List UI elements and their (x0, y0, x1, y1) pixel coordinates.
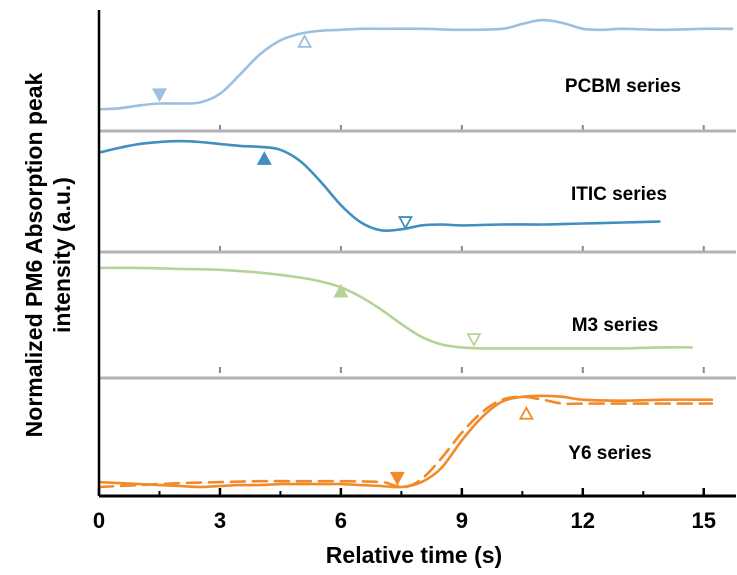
axes-layer: Relative time (s) Normalized PM6 Absorpt… (21, 10, 736, 568)
panels-layer: PCBM series ITIC series M3 series Y6 series (97, 18, 736, 489)
panel-4: Y6 series (97, 376, 736, 489)
series-label: PCBM series (565, 76, 681, 97)
x-axis-title: Relative time (s) (326, 542, 502, 568)
panel-2: ITIC series (97, 129, 736, 252)
series-line-solid (97, 139, 661, 233)
series-label: ITIC series (571, 184, 667, 205)
series-line-solid (97, 394, 714, 489)
open-triangle-marker (297, 34, 313, 48)
filled-triangle-marker (333, 283, 349, 298)
open-triangle-marker (397, 216, 413, 230)
panel-1: PCBM series (97, 18, 734, 131)
series-line-solid (97, 266, 693, 350)
x-tick-label: 9 (456, 508, 468, 533)
series-label: M3 series (572, 315, 659, 336)
panel-3: M3 series (97, 250, 736, 373)
x-tick-label: 0 (93, 508, 105, 533)
x-tick-label: 6 (335, 508, 347, 533)
x-tick-label: 12 (571, 508, 595, 533)
series-label: Y6 series (568, 443, 651, 464)
series-line-dashed (97, 395, 714, 489)
x-tick-label: 15 (692, 508, 716, 533)
open-triangle-marker (466, 333, 482, 348)
x-tick-label: 3 (214, 508, 226, 533)
filled-triangle-marker (256, 151, 272, 165)
filled-triangle-marker (151, 88, 167, 103)
y-axis-title-line-2: intensity (a.u.) (49, 177, 75, 333)
filled-triangle-marker (389, 471, 405, 486)
open-triangle-marker (518, 405, 534, 420)
series-line-solid (97, 18, 734, 111)
y-axis-title-line-1: Normalized PM6 Absorption peak (21, 72, 47, 437)
